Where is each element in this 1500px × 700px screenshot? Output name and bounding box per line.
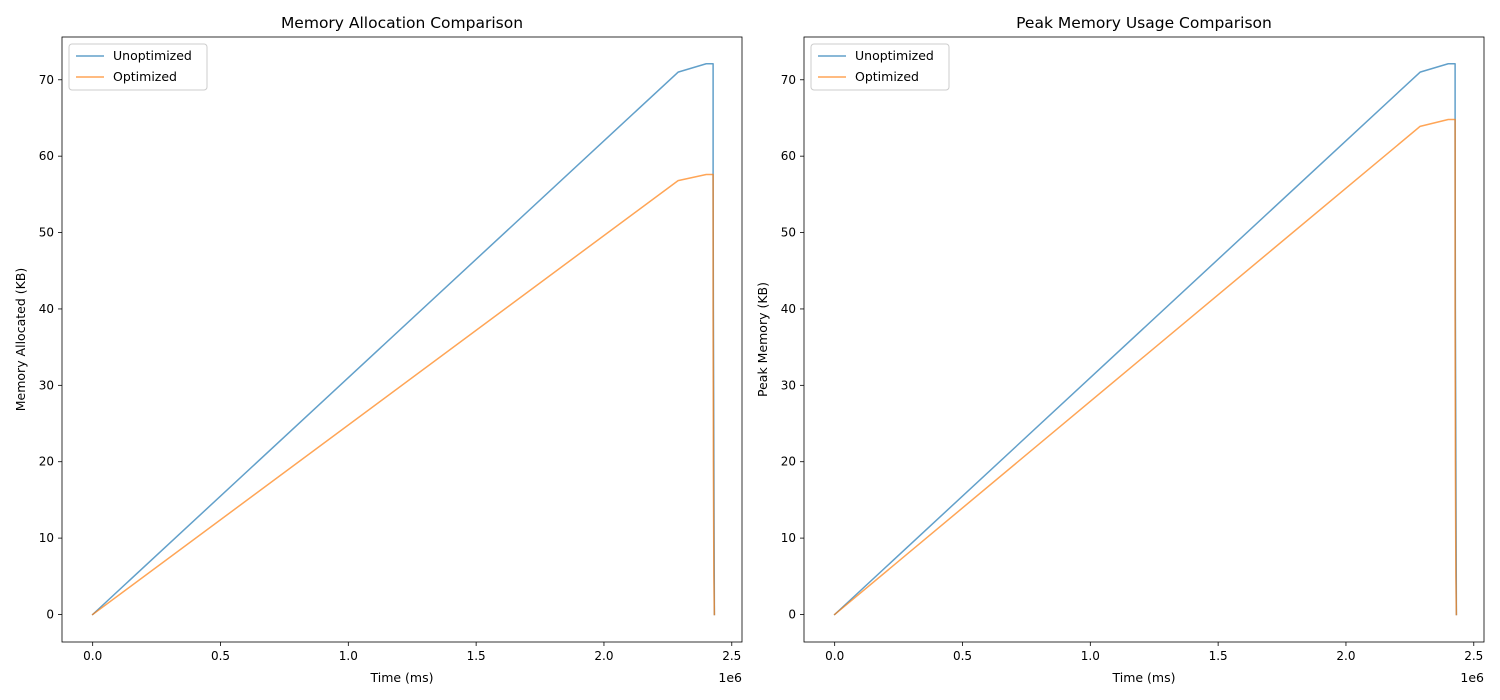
y-tick-label: 70 [39, 73, 54, 87]
x-tick-label: 1.5 [467, 649, 486, 663]
x-tick-label: 0.5 [211, 649, 230, 663]
y-tick-label: 70 [781, 73, 796, 87]
y-tick-label: 50 [39, 226, 54, 240]
chart-panel-1: 0.0 0.5 1.0 1.5 2.0 2.5 0 10 20 30 40 50 60 70 1e6 Memo… [13, 14, 743, 685]
y-tick-label: 30 [781, 378, 796, 392]
series-group [833, 62, 1458, 616]
y-tick-label: 10 [781, 531, 796, 545]
y-tick-label: 20 [39, 455, 54, 469]
x-tick-label: 2.0 [594, 649, 613, 663]
series-line-unoptimized [91, 62, 716, 616]
series-line-optimized [91, 173, 716, 616]
y-tick-label: 40 [39, 302, 54, 316]
y-tick-label: 30 [39, 378, 54, 392]
x-tick-label: 0.0 [83, 649, 102, 663]
y-tick-label: 10 [39, 531, 54, 545]
series-line-unoptimized [833, 62, 1458, 616]
legend-label-unoptimized: Unoptimized [855, 48, 934, 63]
x-tick-label: 2.0 [1336, 649, 1355, 663]
y-tick-label: 0 [788, 608, 796, 622]
y-tick-label: 60 [39, 149, 54, 163]
x-tick-label: 2.5 [722, 649, 741, 663]
series-line-optimized [833, 118, 1458, 616]
y-axis-label: Peak Memory (KB) [755, 282, 770, 397]
legend-label-unoptimized: Unoptimized [113, 48, 192, 63]
chart-title: Peak Memory Usage Comparison [1016, 14, 1272, 32]
x-tick-label: 1.0 [1081, 649, 1100, 663]
y-tick-label: 0 [46, 608, 54, 622]
x-tick-label: 0.0 [825, 649, 844, 663]
y-tick-label: 50 [781, 226, 796, 240]
x-tick-label: 1.0 [339, 649, 358, 663]
series-group [91, 62, 716, 616]
x-axis-label: Time (ms) [369, 670, 433, 685]
legend-label-optimized: Optimized [113, 69, 177, 84]
axes-frame [803, 36, 1485, 643]
x-tick-label: 0.5 [953, 649, 972, 663]
y-tick-label: 20 [781, 455, 796, 469]
y-tick-label: 60 [781, 149, 796, 163]
legend: Unoptimized Optimized [68, 43, 208, 91]
legend-label-optimized: Optimized [855, 69, 919, 84]
x-axis-offset-text: 1e6 [718, 670, 742, 685]
chart-panel-2: 0.0 0.5 1.0 1.5 2.0 2.5 0 10 20 30 40 50 60 70 1e6 Peak… [755, 14, 1485, 685]
y-tick-label: 40 [781, 302, 796, 316]
y-axis-label: Memory Allocated (KB) [13, 268, 28, 412]
x-axis-offset-text: 1e6 [1460, 670, 1484, 685]
x-tick-label: 2.5 [1464, 649, 1483, 663]
x-axis-label: Time (ms) [1111, 670, 1175, 685]
axes-frame [61, 36, 743, 643]
legend: Unoptimized Optimized [810, 43, 950, 91]
x-tick-label: 1.5 [1209, 649, 1228, 663]
chart-title: Memory Allocation Comparison [281, 14, 523, 32]
